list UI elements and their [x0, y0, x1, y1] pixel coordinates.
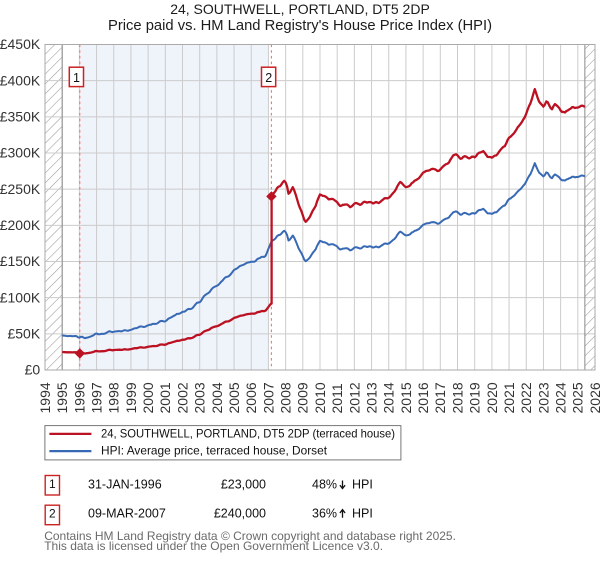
- svg-text:1995: 1995: [54, 382, 70, 413]
- svg-text:2011: 2011: [329, 383, 345, 413]
- svg-text:£450K: £450K: [0, 36, 41, 52]
- svg-text:2001: 2001: [157, 382, 173, 413]
- svg-text:36%: 36%: [312, 507, 337, 521]
- svg-text:2019: 2019: [467, 382, 483, 413]
- svg-text:1999: 1999: [123, 382, 139, 413]
- svg-text:1: 1: [73, 71, 80, 85]
- svg-text:HPI: HPI: [352, 477, 373, 491]
- svg-text:24, SOUTHWELL, PORTLAND, DT5 2: 24, SOUTHWELL, PORTLAND, DT5 2DP: [170, 1, 430, 17]
- svg-text:£250K: £250K: [0, 181, 41, 197]
- svg-text:2024: 2024: [553, 382, 569, 413]
- svg-text:2004: 2004: [209, 382, 225, 413]
- svg-text:09-MAR-2007: 09-MAR-2007: [88, 507, 166, 521]
- svg-text:1: 1: [49, 477, 56, 491]
- svg-text:2006: 2006: [243, 382, 259, 413]
- svg-text:2022: 2022: [518, 382, 534, 413]
- svg-text:£200K: £200K: [0, 217, 41, 233]
- svg-text:48%: 48%: [312, 477, 337, 491]
- svg-text:1994: 1994: [37, 382, 53, 413]
- svg-text:1996: 1996: [71, 382, 87, 413]
- svg-text:2026: 2026: [587, 382, 600, 413]
- svg-text:2000: 2000: [140, 382, 156, 413]
- svg-text:1997: 1997: [88, 382, 104, 413]
- svg-text:£23,000: £23,000: [221, 477, 266, 491]
- svg-text:2: 2: [265, 71, 272, 85]
- svg-text:2016: 2016: [415, 382, 431, 413]
- svg-text:2023: 2023: [535, 382, 551, 413]
- svg-text:2012: 2012: [346, 382, 362, 413]
- svg-text:HPI: Average price, terraced h: HPI: Average price, terraced house, Dors…: [101, 444, 328, 458]
- svg-text:2007: 2007: [260, 382, 276, 413]
- svg-text:£300K: £300K: [0, 145, 41, 161]
- svg-text:This data is licensed under th: This data is licensed under the Open Gov…: [44, 539, 383, 553]
- svg-text:2021: 2021: [501, 382, 517, 413]
- svg-text:£240,000: £240,000: [214, 507, 266, 521]
- svg-text:£400K: £400K: [0, 72, 41, 88]
- svg-text:Price paid vs. HM Land Registr: Price paid vs. HM Land Registry's House …: [108, 18, 492, 34]
- svg-text:2008: 2008: [278, 382, 294, 413]
- svg-text:2009: 2009: [295, 382, 311, 413]
- svg-text:2014: 2014: [381, 382, 397, 413]
- svg-text:£50K: £50K: [7, 326, 40, 342]
- svg-text:2018: 2018: [449, 382, 465, 413]
- svg-text:2013: 2013: [363, 382, 379, 413]
- svg-text:£350K: £350K: [0, 109, 41, 125]
- svg-text:Contains HM Land Registry data: Contains HM Land Registry data © Crown c…: [44, 529, 456, 543]
- svg-text:HPI: HPI: [352, 507, 373, 521]
- svg-text:£100K: £100K: [0, 289, 41, 305]
- svg-text:2002: 2002: [174, 382, 190, 413]
- svg-text:2015: 2015: [398, 382, 414, 413]
- svg-text:2017: 2017: [432, 382, 448, 413]
- svg-text:31-JAN-1996: 31-JAN-1996: [88, 477, 162, 491]
- svg-text:2: 2: [49, 507, 56, 521]
- svg-text:2020: 2020: [484, 382, 500, 413]
- svg-text:2003: 2003: [192, 382, 208, 413]
- svg-text:£150K: £150K: [0, 253, 41, 269]
- svg-text:2025: 2025: [570, 382, 586, 413]
- svg-text:£0: £0: [25, 362, 41, 378]
- svg-text:2005: 2005: [226, 382, 242, 413]
- svg-text:1998: 1998: [106, 382, 122, 413]
- svg-text:2010: 2010: [312, 382, 328, 413]
- svg-text:24, SOUTHWELL, PORTLAND, DT5 2: 24, SOUTHWELL, PORTLAND, DT5 2DP (terrac…: [101, 426, 395, 440]
